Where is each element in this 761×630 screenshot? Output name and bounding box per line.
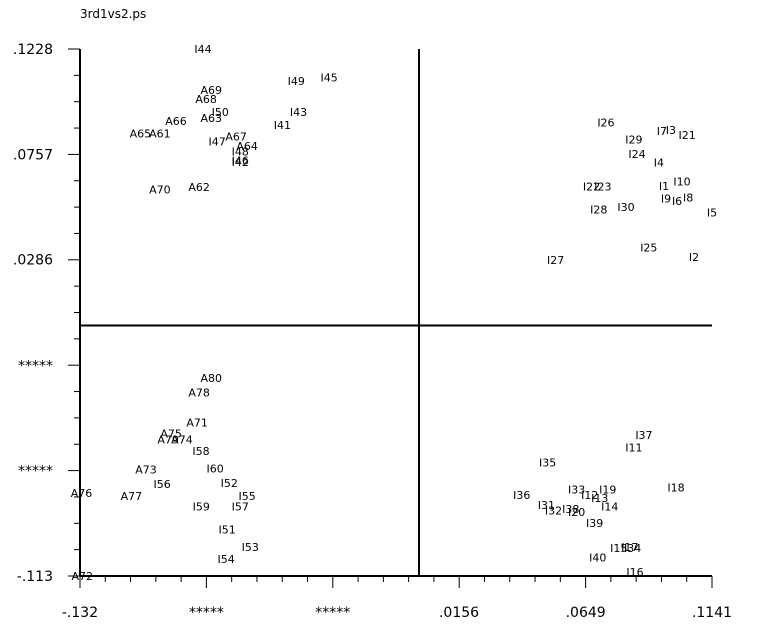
point-label: I41	[274, 119, 291, 132]
point-label: I28	[590, 203, 607, 216]
point-label: I8	[683, 192, 693, 205]
x-tick-label: *****	[189, 605, 224, 621]
point-label: A72	[72, 570, 94, 583]
point-label: A64	[236, 140, 258, 153]
point-label: I56	[154, 478, 171, 491]
point-label: I22	[583, 180, 600, 193]
point-label: I42	[232, 156, 249, 169]
point-label: I10	[673, 176, 690, 189]
point-label: I35	[539, 457, 556, 470]
point-label: A67	[225, 130, 247, 143]
point-label: A77	[121, 490, 143, 503]
x-tick-label: .1141	[692, 605, 732, 621]
point-label: I18	[667, 481, 684, 494]
point-label: I26	[597, 116, 614, 129]
point-label: I1	[659, 180, 669, 193]
x-tick-label: .0156	[439, 605, 479, 621]
point-label: A69	[200, 84, 222, 97]
point-label: I7	[657, 125, 667, 138]
point-label: A65	[130, 127, 152, 140]
point-label: I47	[209, 135, 226, 148]
point-label: A76	[71, 487, 93, 500]
point-label: I20	[568, 506, 585, 519]
point-label: A79	[157, 434, 179, 447]
point-label: A75	[160, 428, 182, 441]
point-label: I53	[242, 541, 259, 554]
point-label: I45	[320, 72, 337, 85]
point-label: I23	[594, 180, 611, 193]
point-label: I11	[625, 441, 642, 454]
point-label: I6	[672, 195, 682, 208]
x-tick-label: .0649	[566, 605, 606, 621]
point-label: A73	[135, 463, 157, 476]
point-label: I57	[232, 500, 249, 513]
file-title: 3rd1vs2.ps	[80, 7, 147, 21]
point-label: A78	[188, 387, 210, 400]
point-label: I21	[678, 129, 695, 142]
point-label: I33	[568, 484, 585, 497]
y-tick-label: .0757	[13, 147, 53, 163]
point-label: I14	[601, 500, 618, 513]
point-label: I16	[626, 566, 643, 579]
point-label: A80	[200, 372, 222, 385]
y-tick-label: -.113	[17, 569, 53, 585]
point-label: I9	[661, 192, 671, 205]
point-label: I37	[635, 429, 652, 442]
y-tick-label: *****	[18, 358, 53, 374]
point-label: I44	[194, 43, 211, 56]
point-label: I49	[288, 75, 305, 88]
point-label: A74	[171, 434, 193, 447]
point-label: I46	[232, 155, 249, 168]
point-label: A71	[186, 416, 208, 429]
point-label: I39	[586, 517, 603, 530]
point-label: I58	[192, 445, 209, 458]
y-tick-label: *****	[18, 464, 53, 480]
point-label: I25	[640, 241, 657, 254]
y-tick-label: .0286	[13, 253, 53, 269]
x-tick-label: -.132	[62, 605, 98, 621]
point-label: A63	[200, 112, 222, 125]
point-label: A62	[188, 181, 210, 194]
point-label: A68	[195, 93, 217, 106]
point-label: I3	[666, 124, 676, 137]
point-label: I36	[513, 489, 530, 502]
point-label: I50	[212, 106, 229, 119]
point-label: I55	[239, 490, 256, 503]
point-label: I51	[219, 524, 236, 537]
point-label: I15	[610, 542, 627, 555]
point-label: I59	[193, 500, 210, 513]
point-label: I34	[624, 542, 641, 555]
point-label: A61	[149, 127, 171, 140]
point-label: I52	[221, 477, 238, 490]
point-label: I4	[654, 157, 664, 170]
point-label: I48	[232, 145, 249, 158]
point-label: I19	[599, 484, 616, 497]
point-label: I38	[562, 503, 579, 516]
point-label: I12	[581, 489, 598, 502]
point-label: I13	[591, 492, 608, 505]
point-label: I27	[547, 254, 564, 267]
point-label: I24	[628, 148, 645, 161]
point-label: I43	[290, 106, 307, 119]
point-label: I30	[617, 201, 634, 214]
point-label: A66	[165, 115, 187, 128]
point-label: I31	[538, 499, 555, 512]
point-label: I2	[689, 251, 699, 264]
y-tick-label: .1228	[13, 42, 53, 58]
point-label: I60	[206, 463, 223, 476]
point-label: I54	[217, 553, 234, 566]
point-label: I32	[545, 505, 562, 518]
point-label: I40	[589, 552, 606, 565]
point-label: I17	[621, 541, 638, 554]
point-label: I29	[625, 134, 642, 147]
x-tick-label: *****	[315, 605, 350, 621]
point-label: A70	[149, 183, 171, 196]
point-label: I5	[707, 206, 717, 219]
